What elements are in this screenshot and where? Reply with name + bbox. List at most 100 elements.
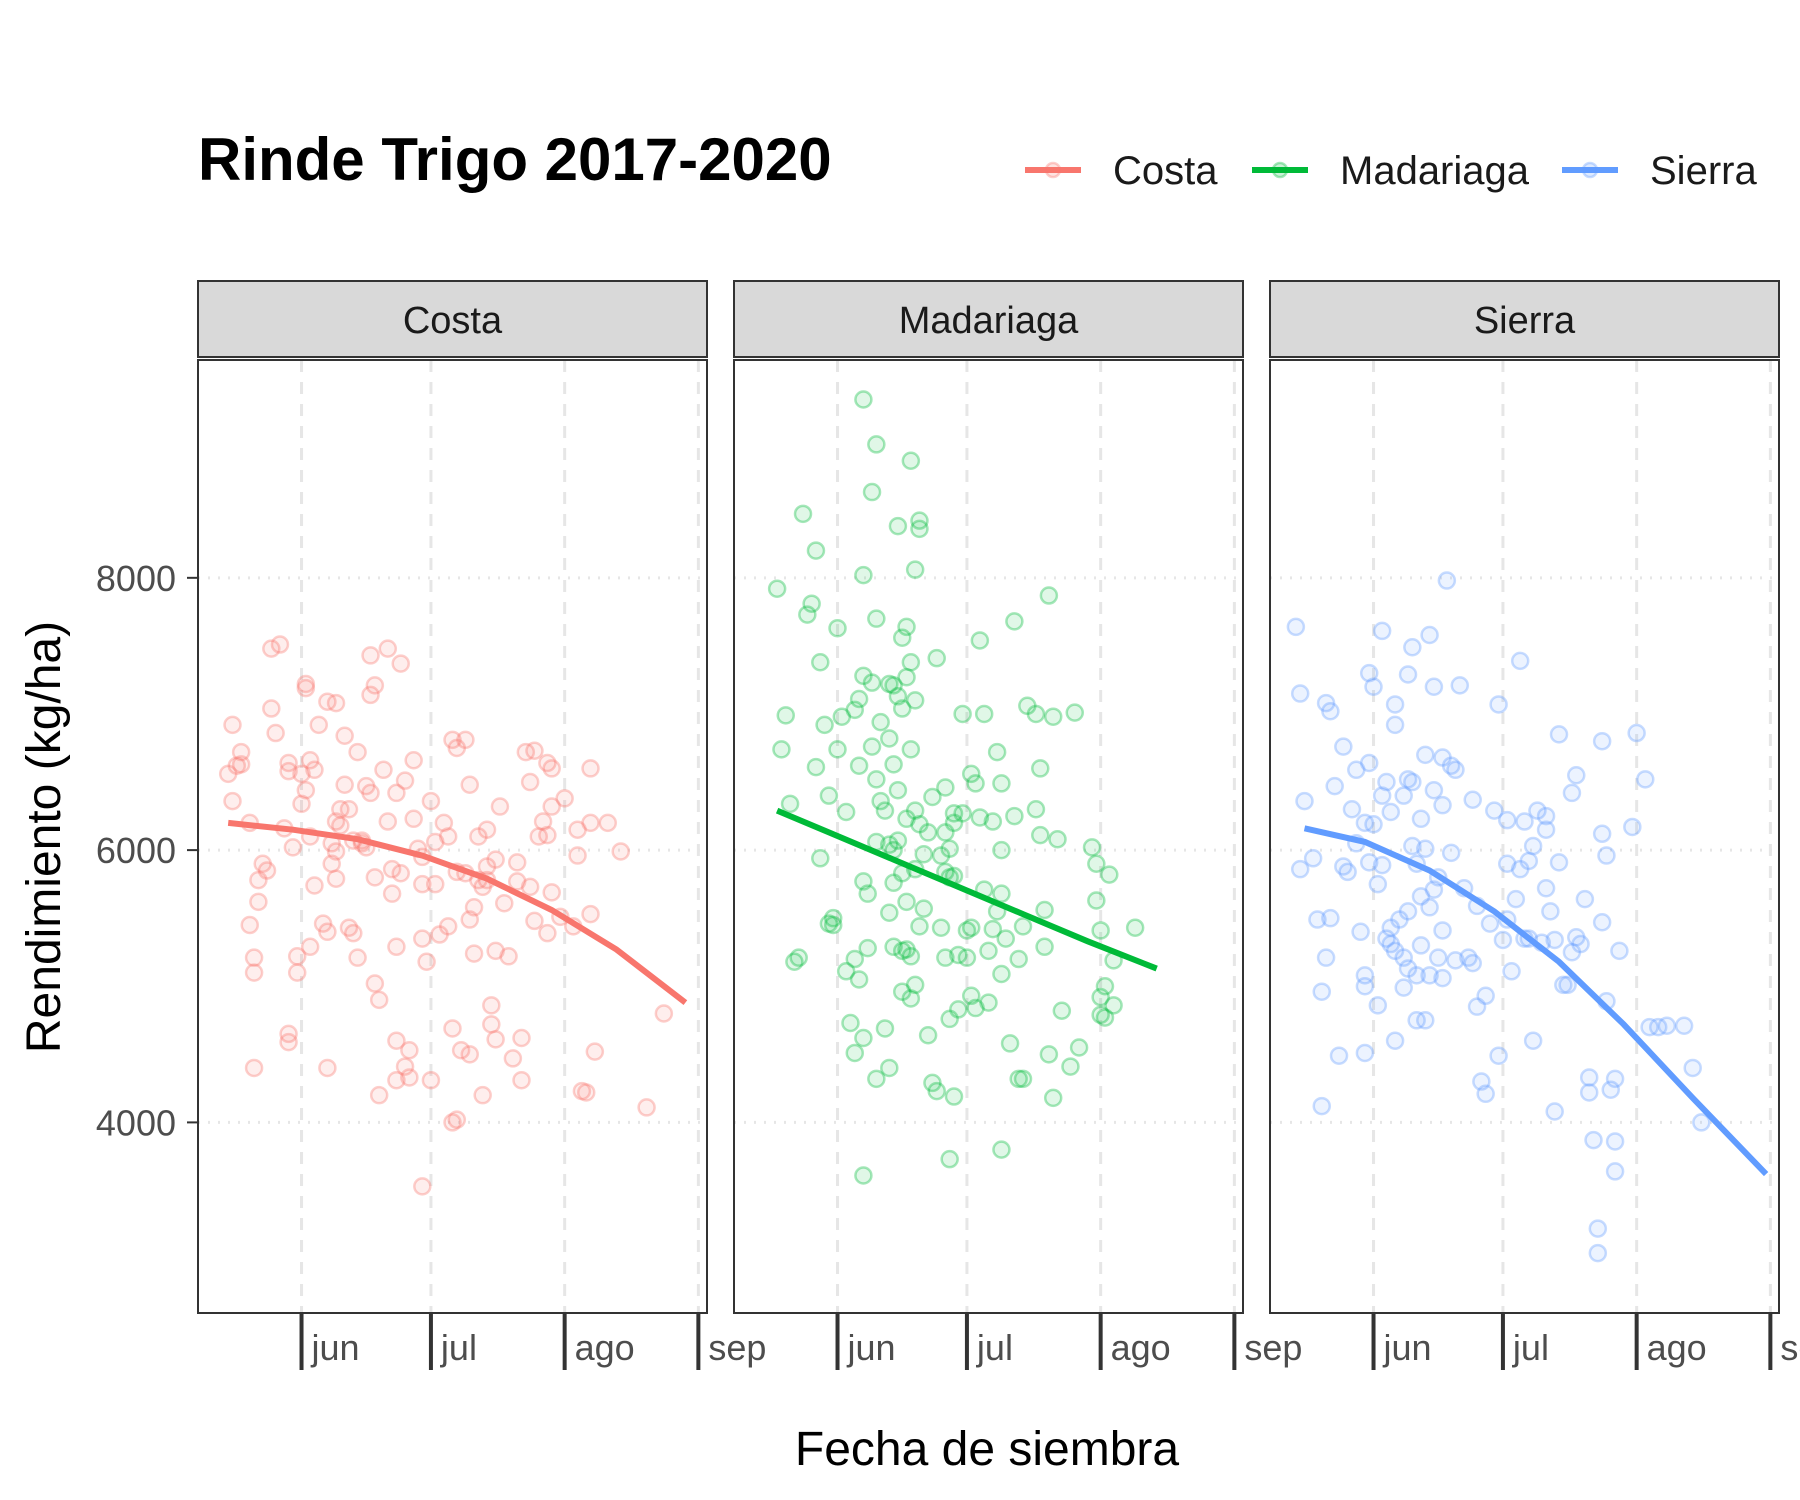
data-point — [936, 778, 955, 797]
data-point — [1476, 1084, 1495, 1104]
data-point — [1605, 1069, 1625, 1089]
data-point — [867, 435, 886, 454]
panel-background — [734, 360, 1243, 1313]
data-point — [1026, 800, 1046, 819]
panel-border — [733, 359, 1244, 1314]
x-tick-label: jul — [1512, 1327, 1549, 1368]
panel-background — [1270, 360, 1779, 1313]
data-point — [1355, 977, 1375, 996]
data-point — [888, 516, 908, 536]
data-point — [538, 825, 557, 845]
data-point — [382, 859, 402, 879]
data-point — [318, 1058, 337, 1078]
data-point — [1592, 824, 1612, 844]
data-point — [1424, 677, 1444, 696]
data-point — [1290, 684, 1310, 703]
data-point — [1558, 975, 1577, 995]
data-point — [322, 854, 341, 873]
data-point — [953, 804, 972, 823]
data-point — [892, 699, 912, 718]
data-point — [1087, 891, 1106, 910]
data-point — [1433, 795, 1452, 815]
data-point — [223, 791, 242, 811]
data-point — [1692, 1113, 1711, 1132]
data-point — [854, 872, 873, 891]
data-point — [1480, 914, 1500, 933]
data-point — [767, 579, 787, 598]
data-point — [1347, 760, 1366, 780]
data-point — [1351, 922, 1370, 942]
data-point — [1536, 878, 1556, 898]
data-point — [279, 761, 298, 781]
data-point — [1321, 701, 1340, 721]
data-point — [949, 945, 968, 965]
data-point — [1377, 929, 1396, 948]
data-point — [802, 594, 821, 613]
data-point — [1000, 1034, 1020, 1053]
data-point — [460, 1045, 480, 1064]
data-point — [957, 948, 977, 967]
data-point — [1523, 836, 1543, 856]
data-point — [845, 700, 865, 720]
data-point — [1035, 937, 1054, 957]
data-point — [257, 861, 277, 880]
data-point — [793, 504, 813, 524]
data-point — [542, 797, 561, 816]
data-point — [1463, 953, 1482, 973]
data-point — [1437, 571, 1457, 590]
data-point — [862, 737, 882, 756]
data-point — [923, 1073, 942, 1093]
data-point — [1091, 1005, 1110, 1025]
data-point — [1100, 865, 1119, 884]
data-point — [1562, 783, 1582, 803]
data-point — [542, 883, 561, 902]
data-point — [434, 813, 454, 833]
data-point — [1013, 1069, 1033, 1089]
data-point — [1303, 849, 1323, 868]
data-point — [1506, 889, 1526, 909]
data-point — [905, 975, 925, 995]
data-point — [780, 794, 800, 814]
data-point — [992, 1140, 1011, 1159]
data-point — [637, 1098, 656, 1117]
data-point — [1082, 838, 1102, 857]
data-point — [365, 974, 385, 993]
data-point — [1657, 1016, 1677, 1035]
data-point — [447, 738, 467, 758]
data-point — [983, 812, 1003, 831]
data-point — [339, 800, 359, 819]
data-point — [348, 948, 367, 967]
data-point — [443, 1019, 462, 1038]
data-point — [953, 704, 972, 724]
data-point — [1018, 696, 1037, 716]
data-point — [849, 970, 869, 989]
data-point — [326, 812, 346, 831]
data-point — [296, 780, 316, 800]
data-point — [400, 1040, 419, 1060]
data-point — [1627, 723, 1646, 743]
data-point — [1394, 948, 1413, 967]
data-point — [400, 1068, 419, 1087]
data-point — [1355, 966, 1375, 985]
legend-point — [1044, 161, 1062, 179]
data-point — [326, 869, 346, 888]
data-point — [1420, 898, 1439, 917]
panel-border — [1269, 359, 1780, 1314]
data-point — [1359, 663, 1379, 683]
data-point — [836, 962, 856, 981]
data-point — [927, 648, 946, 668]
data-point — [1334, 857, 1353, 876]
data-point — [1065, 703, 1085, 722]
legend-label: Sierra — [1650, 149, 1757, 193]
data-point — [944, 1087, 964, 1106]
data-point — [901, 989, 921, 1008]
data-point — [464, 944, 484, 963]
data-point — [1674, 1016, 1694, 1035]
legend-point — [1271, 161, 1289, 179]
data-point — [1536, 806, 1556, 826]
data-point — [1403, 836, 1422, 856]
data-point — [469, 827, 488, 846]
data-point — [477, 857, 497, 876]
data-point — [897, 617, 916, 637]
data-point — [905, 801, 925, 820]
